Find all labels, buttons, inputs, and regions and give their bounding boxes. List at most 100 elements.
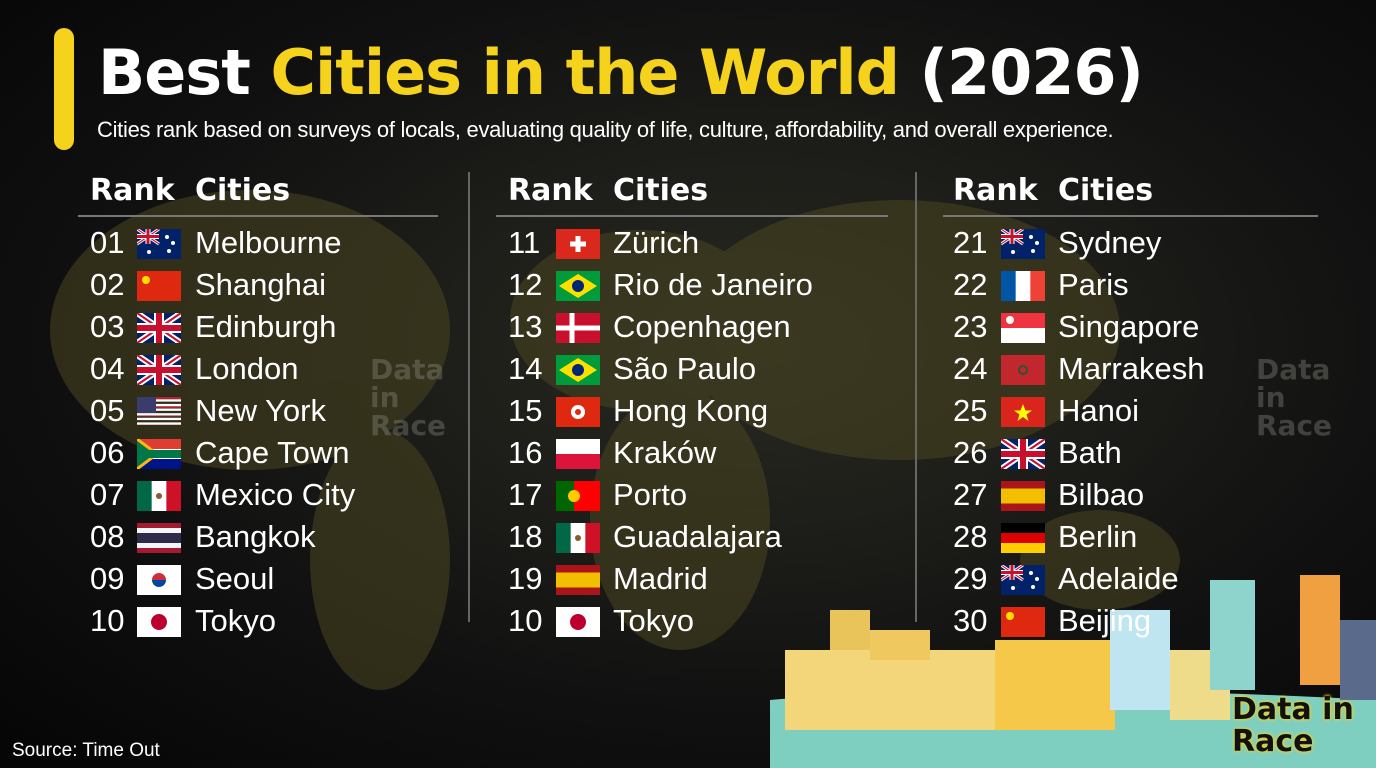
flag	[1001, 355, 1045, 385]
rank: 21	[953, 225, 988, 260]
city: Bangkok	[195, 519, 316, 554]
header-rule	[78, 215, 438, 217]
flag	[556, 397, 600, 427]
rank: 24	[953, 351, 988, 386]
source: Source: Time Out	[12, 740, 160, 761]
rank: 28	[953, 519, 988, 554]
city: Paris	[1058, 267, 1129, 302]
city: Marrakesh	[1058, 351, 1205, 386]
flag	[556, 481, 600, 511]
city: Copenhagen	[613, 309, 791, 344]
flag	[1001, 481, 1045, 511]
flag	[556, 439, 600, 469]
rank: 25	[953, 393, 988, 428]
rank: 19	[508, 561, 543, 596]
flag	[1001, 565, 1045, 595]
watermark-line: Data	[1256, 353, 1331, 386]
flag	[1001, 313, 1045, 343]
rank: 10	[508, 603, 543, 638]
title-part: Best	[98, 36, 251, 109]
city: Beijing	[1058, 603, 1152, 638]
flag	[556, 271, 600, 301]
rank: 12	[508, 267, 543, 302]
flag	[556, 313, 600, 343]
city: Hanoi	[1058, 393, 1139, 428]
logo-line: Race	[1232, 724, 1314, 759]
watermark-line: Race	[1256, 409, 1333, 442]
rank: 29	[953, 561, 988, 596]
rank: 16	[508, 435, 543, 470]
flag	[137, 565, 181, 595]
city: Seoul	[195, 561, 275, 596]
city: Hong Kong	[613, 393, 769, 428]
watermark: Data in Race	[1256, 356, 1332, 440]
flag	[137, 523, 181, 553]
rank: 23	[953, 309, 988, 344]
flag	[137, 313, 181, 343]
watermark-line: Race	[370, 409, 447, 442]
column-header: Rank	[508, 173, 593, 208]
city: London	[195, 351, 299, 386]
flag	[137, 481, 181, 511]
rank: 05	[90, 393, 125, 428]
watermark: Data in Race	[370, 356, 446, 440]
flag	[137, 607, 181, 637]
flag	[137, 439, 181, 469]
title: Best Cities in the World (2026)	[98, 36, 1144, 109]
city: Mexico City	[195, 477, 356, 512]
flag	[137, 355, 181, 385]
rank: 06	[90, 435, 125, 470]
city: Tokyo	[613, 603, 694, 638]
subtitle: Cities rank based on surveys of locals, …	[97, 117, 1114, 142]
column-header: Cities	[195, 173, 291, 208]
flag	[556, 607, 600, 637]
rank: 22	[953, 267, 988, 302]
city: Bath	[1058, 435, 1122, 470]
watermark-line: Data	[370, 353, 445, 386]
watermark-line: in	[370, 381, 400, 414]
rank: 17	[508, 477, 543, 512]
rank: 27	[953, 477, 988, 512]
rank: 08	[90, 519, 125, 554]
city: Adelaide	[1058, 561, 1179, 596]
watermark-line: in	[1256, 381, 1286, 414]
flag	[1001, 397, 1045, 427]
rank: 01	[90, 225, 125, 260]
flag	[1001, 607, 1045, 637]
rank: 10	[90, 603, 125, 638]
city: Singapore	[1058, 309, 1200, 344]
city: Sydney	[1058, 225, 1162, 260]
rank: 04	[90, 351, 125, 386]
title-highlight: Cities in the World	[270, 36, 900, 109]
rank: 15	[508, 393, 543, 428]
logo: Data in Race	[1232, 694, 1354, 758]
logo-line: Data in	[1232, 692, 1354, 727]
city: Tokyo	[195, 603, 276, 638]
city: Madrid	[613, 561, 708, 596]
rank: 03	[90, 309, 125, 344]
rank: 07	[90, 477, 125, 512]
rank: 02	[90, 267, 125, 302]
rank: 18	[508, 519, 543, 554]
header-rule	[496, 215, 888, 217]
header-rule	[943, 215, 1318, 217]
city: Bilbao	[1058, 477, 1145, 512]
city: São Paulo	[613, 351, 757, 386]
flag	[137, 397, 181, 426]
flag	[1001, 271, 1045, 301]
city: Edinburgh	[195, 309, 337, 344]
flag	[556, 229, 600, 259]
rank: 13	[508, 309, 543, 344]
city: Melbourne	[195, 225, 342, 260]
flag	[1001, 523, 1045, 553]
rank: 11	[508, 225, 541, 260]
flag	[1001, 229, 1045, 259]
city: Kraków	[613, 435, 717, 470]
column-header: Cities	[1058, 173, 1154, 208]
flag	[556, 355, 600, 385]
city: New York	[195, 393, 326, 428]
column-header: Cities	[613, 173, 709, 208]
flag	[556, 565, 600, 595]
flag	[1001, 439, 1045, 469]
